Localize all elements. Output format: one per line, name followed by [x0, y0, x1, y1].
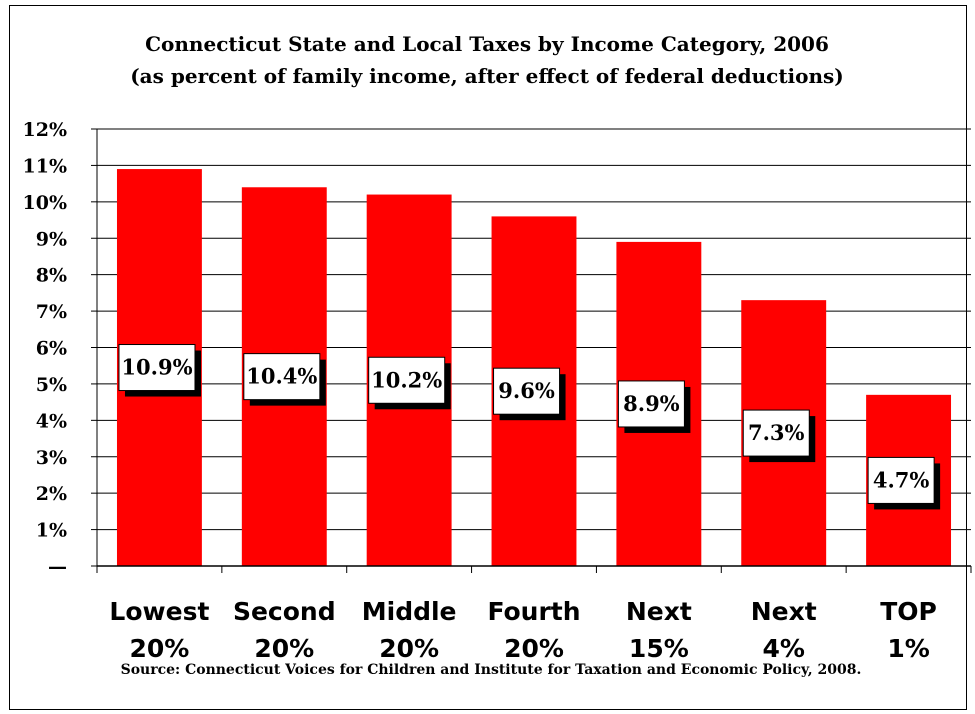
data-label-box [118, 344, 196, 392]
category-label: Middle [362, 597, 457, 626]
category-label: Lowest [109, 597, 209, 626]
y-tick-label: 9% [36, 228, 67, 250]
data-label: 7.3% [748, 420, 805, 445]
y-tick-label: 2% [36, 483, 67, 505]
y-tick-label: 7% [36, 301, 67, 323]
y-tick-label: 4% [36, 410, 67, 432]
category-label: Next [751, 597, 817, 626]
category-label: 4% [762, 634, 804, 663]
y-tick-label: 1% [36, 520, 67, 542]
source-note: Source: Connecticut Voices for Children … [121, 662, 862, 678]
bars [116, 169, 952, 567]
category-label: 20% [504, 634, 564, 663]
axes: — 1% 2% 3% 4% 5% 6% 7% 8% 9% 10% 11% 12% [23, 119, 972, 578]
y-tick-label: 8% [36, 265, 67, 287]
category-label: Fourth [487, 597, 580, 626]
chart-title: Connecticut State and Local Taxes by Inc… [145, 32, 829, 56]
data-label: 8.9% [623, 391, 680, 416]
data-label: 10.2% [371, 367, 442, 392]
category-label: 20% [379, 634, 439, 663]
data-label-box [742, 409, 810, 457]
chart-subtitle: (as percent of family income, after effe… [130, 64, 844, 88]
category-labels: Lowest 20% Second 20% Middle 20% Fourth 20% Next… [109, 597, 936, 663]
category-label: TOP [880, 597, 937, 626]
data-label-box [243, 353, 321, 401]
category-label: 1% [887, 634, 929, 663]
y-tick-label: 12% [23, 119, 68, 141]
y-tick-label: 3% [36, 447, 67, 469]
data-label: 9.6% [498, 378, 555, 403]
data-label: 10.9% [121, 355, 192, 380]
data-label-box [867, 456, 935, 504]
y-tick-label: — [48, 556, 67, 578]
y-tick-label: 5% [36, 374, 67, 396]
data-labels: 10.9% 10.4% 10.2% 9.6% 8.9% 7.3% 4.7% [118, 344, 941, 510]
data-label: 10.4% [246, 364, 317, 389]
data-label-box [617, 380, 685, 428]
category-label: 20% [254, 634, 314, 663]
data-label: 4.7% [873, 467, 930, 492]
y-tick-label: 11% [23, 155, 68, 177]
y-tick-label: 6% [36, 338, 67, 360]
data-label-box [368, 356, 446, 404]
data-label-box [493, 367, 561, 415]
category-label: Second [233, 597, 336, 626]
category-label: 15% [629, 634, 689, 663]
y-tick-label: 10% [23, 192, 68, 214]
category-label: Next [626, 597, 692, 626]
category-label: 20% [130, 634, 190, 663]
